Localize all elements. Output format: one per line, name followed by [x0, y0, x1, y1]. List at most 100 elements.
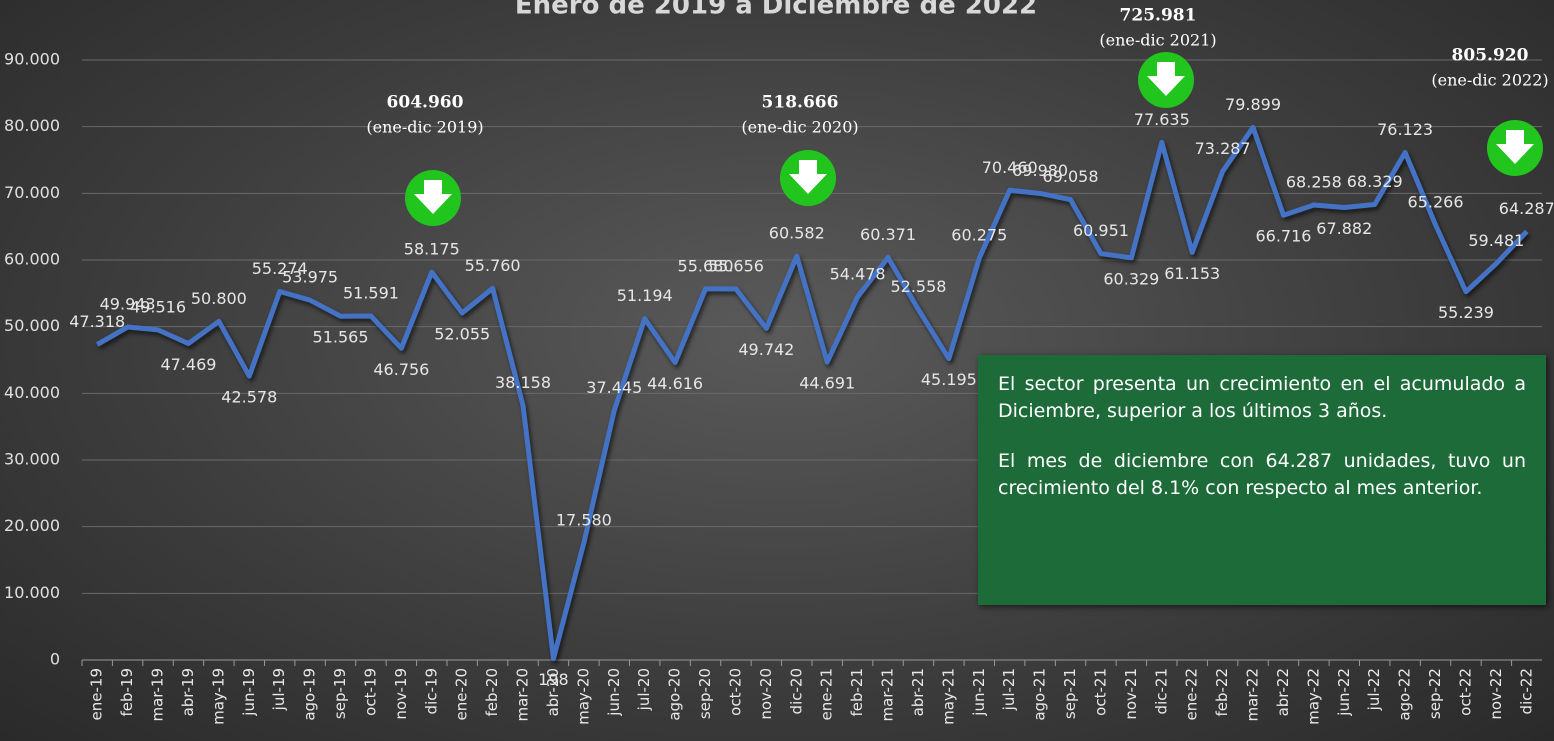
annotation-total: 725.981	[1120, 6, 1197, 26]
data-label: 70.460	[982, 158, 1038, 177]
data-label: 51.565	[313, 328, 369, 347]
data-label: 60.275	[951, 226, 1007, 245]
data-label: 53.975	[282, 268, 338, 287]
data-label: 66.716	[1255, 227, 1311, 246]
data-label: 68.258	[1286, 172, 1342, 191]
data-label: 55.656	[708, 256, 764, 275]
annotation-period: (ene-dic 2020)	[741, 118, 858, 137]
x-tick-label: jun-21	[970, 668, 988, 717]
line-series	[95, 124, 1529, 662]
data-label: 42.578	[221, 388, 277, 407]
x-tick-label: ago-19	[301, 668, 319, 721]
x-tick-label: ago-22	[1396, 668, 1414, 721]
x-tick-label: ene-19	[88, 668, 106, 720]
x-tick-label: nov-20	[757, 668, 775, 720]
y-tick-label: 10.000	[4, 583, 60, 602]
annotation-period: (ene-dic 2022)	[1431, 71, 1548, 90]
data-label: 44.616	[647, 374, 703, 393]
x-tick-label: may-20	[574, 668, 592, 725]
x-tick-label: may-22	[1304, 668, 1322, 725]
x-tick-label: mar-22	[1244, 668, 1262, 722]
data-label: 38.158	[495, 373, 551, 392]
data-label: 73.287	[1195, 139, 1251, 158]
y-tick-label: 0	[50, 650, 60, 669]
y-tick-label: 60.000	[4, 250, 60, 269]
data-label: 55.239	[1438, 303, 1494, 322]
x-tick-label: jul-22	[1365, 668, 1383, 711]
data-label: 67.882	[1316, 219, 1372, 238]
data-label: 65.266	[1408, 192, 1464, 211]
data-label: 59.481	[1468, 231, 1524, 250]
x-tick-label: abr-22	[1274, 668, 1292, 716]
data-label: 77.635	[1134, 110, 1190, 129]
data-label: 61.153	[1164, 264, 1220, 283]
x-tick-label: jun-22	[1335, 668, 1353, 717]
x-tick-label: mar-19	[149, 668, 167, 722]
x-tick-label: ago-21	[1031, 668, 1049, 721]
x-tick-label: sep-22	[1426, 668, 1444, 719]
x-tick-label: ene-21	[818, 668, 836, 720]
y-tick-label: 90.000	[4, 50, 60, 69]
data-label: 55.760	[465, 256, 521, 275]
x-tick-label: jun-20	[605, 668, 623, 717]
data-label: 47.318	[69, 312, 125, 331]
data-label: 47.469	[160, 355, 216, 374]
x-tick-label: may-19	[209, 668, 227, 725]
data-label: 54.478	[830, 264, 886, 283]
x-tick-label: oct-19	[361, 668, 379, 716]
y-tick-label: 50.000	[4, 316, 60, 335]
data-label: 60.329	[1103, 269, 1159, 288]
arrow-icon	[414, 180, 452, 214]
x-tick-label: jul-19	[270, 668, 288, 711]
x-tick-label: oct-21	[1091, 668, 1109, 716]
x-tick-label: feb-21	[848, 668, 866, 717]
y-tick-label: 30.000	[4, 450, 60, 469]
data-label: 49.516	[130, 297, 186, 316]
data-label: 69.980	[1012, 161, 1068, 180]
note-text: El mes de diciembre con 64.287 unidades,…	[998, 450, 1526, 499]
data-label: 52.558	[890, 277, 946, 296]
data-label: 198	[538, 670, 569, 689]
data-label: 69.058	[1043, 167, 1099, 186]
x-tick-label: abr-19	[179, 668, 197, 716]
x-tick-label: feb-22	[1213, 668, 1231, 717]
x-tick-label: sep-21	[1061, 668, 1079, 719]
x-tick-label: jun-19	[240, 668, 258, 717]
y-tick-label: 70.000	[4, 183, 60, 202]
x-tick-label: mar-20	[514, 668, 532, 722]
x-tick-label: ene-20	[453, 668, 471, 720]
data-label: 45.195	[921, 370, 977, 389]
x-tick-label: sep-20	[696, 668, 714, 719]
data-label: 52.055	[434, 324, 490, 343]
x-tick-label: ene-22	[1183, 668, 1201, 720]
x-tick-label: may-21	[939, 668, 957, 725]
data-label: 50.800	[191, 289, 247, 308]
data-label: 17.580	[556, 510, 612, 529]
data-label: 60.951	[1073, 221, 1129, 240]
data-label: 64.287	[1499, 199, 1554, 218]
annotation-total: 604.960	[387, 93, 464, 113]
data-label: 60.582	[769, 224, 825, 243]
x-tick-label: oct-20	[726, 668, 744, 716]
data-label: 79.899	[1225, 95, 1281, 114]
data-label: 60.371	[860, 225, 916, 244]
annotation-total: 805.920	[1452, 46, 1529, 66]
x-tick-label: mar-21	[879, 668, 897, 722]
x-tick-label: nov-19	[392, 668, 410, 720]
x-tick-label: dic-22	[1517, 668, 1535, 714]
arrow-icon	[1147, 62, 1185, 96]
data-label: 49.742	[738, 340, 794, 359]
y-tick-label: 40.000	[4, 383, 60, 402]
y-tick-label: 20.000	[4, 516, 60, 535]
data-label: 51.194	[617, 286, 673, 305]
annotation-period: (ene-dic 2021)	[1099, 31, 1216, 50]
x-tick-label: oct-22	[1456, 668, 1474, 716]
note-box: El sector presenta un crecimiento en el …	[978, 355, 1546, 605]
x-tick-label: jul-20	[635, 668, 653, 711]
data-label: 76.123	[1377, 120, 1433, 139]
annotation-period: (ene-dic 2019)	[366, 118, 483, 137]
data-label: 58.175	[404, 240, 460, 259]
data-label: 49.943	[100, 295, 156, 314]
data-label: 51.591	[343, 284, 399, 303]
